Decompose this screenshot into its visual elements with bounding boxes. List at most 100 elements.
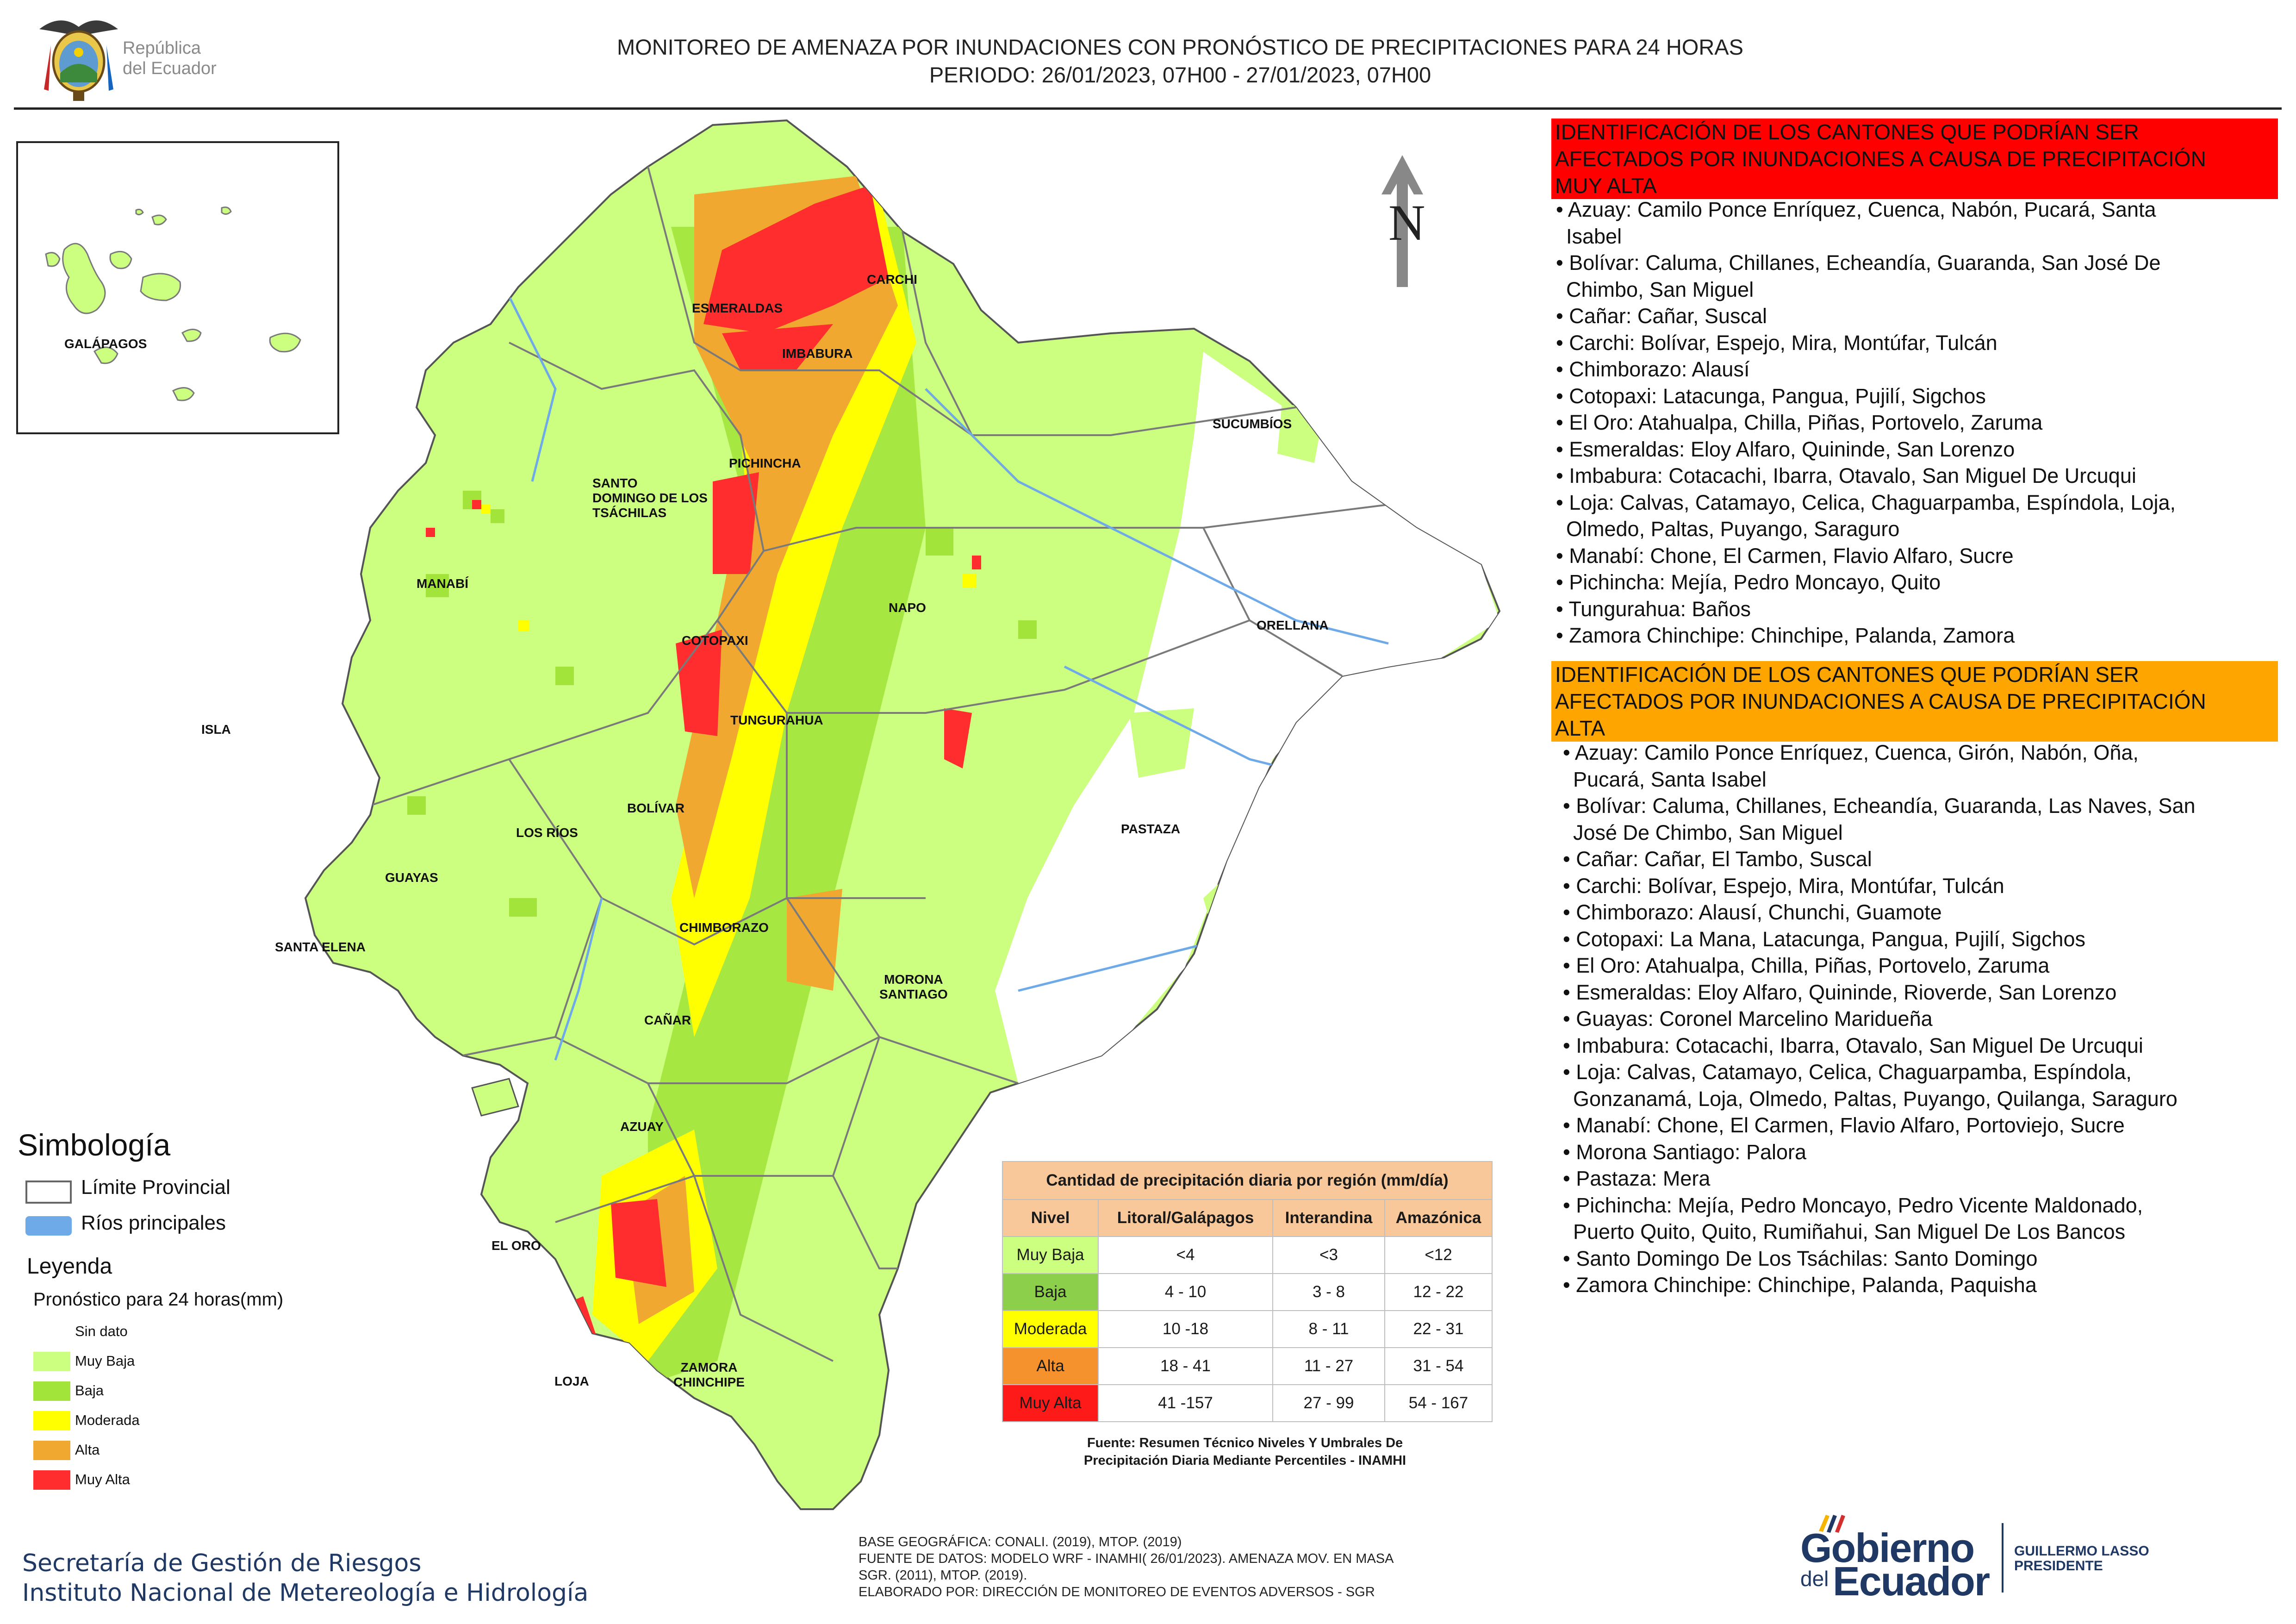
label-pastaza: PASTAZA	[1121, 822, 1181, 836]
table-source: Fuente: Resumen Técnico Niveles Y Umbral…	[1002, 1434, 1488, 1469]
label-canar: CAÑAR	[644, 1013, 691, 1027]
list-item: Puerto Quito, Quito, Rumiñahui, San Migu…	[1573, 1220, 2126, 1243]
list-item: • Cañar: Cañar, Suscal	[1556, 304, 1767, 328]
leyenda-subtitle: Pronóstico para 24 horas(mm)	[33, 1289, 284, 1310]
label-sucumbios: SUCUMBÍOS	[1213, 417, 1292, 431]
legend-swatch-muy-alta	[33, 1470, 70, 1490]
panel-muy-alta-header-line1: IDENTIFICACIÓN DE LOS CANTONES QUE PODRÍ…	[1555, 120, 2139, 144]
header-divider	[14, 107, 2282, 110]
list-item: • Cañar: Cañar, El Tambo, Suscal	[1563, 847, 1872, 871]
logo-divider	[2002, 1523, 2004, 1593]
label-pichincha: PICHINCHA	[729, 456, 801, 470]
legend-swatch-rios	[25, 1216, 72, 1236]
footer-org-line2: Instituto Nacional de Metereología e Hid…	[22, 1579, 589, 1607]
table-cell-interandina: 11 - 27	[1272, 1347, 1385, 1385]
republica-del-ecuador-logo	[39, 20, 118, 101]
list-item: José De Chimbo, San Miguel	[1573, 820, 1843, 844]
leyenda-title: Leyenda	[27, 1254, 112, 1279]
legend-swatch-baja	[33, 1381, 70, 1401]
list-item: • Esmeraldas: Eloy Alfaro, Quininde, San…	[1556, 437, 2015, 461]
legend-muy-alta: Muy Alta	[75, 1471, 130, 1487]
table-cell-litoral: 10 -18	[1098, 1310, 1273, 1348]
table-cell-litoral: <4	[1098, 1236, 1273, 1274]
table-cell-nivel: Muy Alta	[1002, 1384, 1099, 1422]
north-arrow-icon	[1381, 155, 1423, 287]
list-item: • Cotopaxi: Latacunga, Pangua, Pujilí, S…	[1556, 384, 1986, 408]
coat-of-arms-icon	[39, 20, 118, 101]
footer-credits: BASE GEOGRÁFICA: CONALI. (2019), MTOP. (…	[859, 1534, 1394, 1600]
label-zamora-line2: CHINCHIPE	[673, 1375, 745, 1389]
list-item: Pucará, Santa Isabel	[1573, 767, 1767, 791]
footer-organizations: Secretaría de Gestión de Riesgos Institu…	[22, 1549, 588, 1608]
legend-baja: Baja	[75, 1382, 104, 1399]
legend-swatch-limite	[25, 1181, 72, 1204]
list-item: • Bolívar: Caluma, Chillanes, Echeandía,…	[1563, 794, 2196, 818]
label-santo-domingo-line1: SANTO	[592, 476, 638, 490]
president-line1: GUILLERMO LASSO	[2014, 1543, 2149, 1559]
north-label: N	[1388, 194, 1425, 251]
ecuador-flood-threat-map	[304, 119, 1501, 1510]
credit-line4: ELABORADO POR: DIRECCIÓN DE MONITOREO DE…	[859, 1585, 1375, 1599]
legend-rios-principales: Ríos principales	[81, 1212, 226, 1234]
table-cell-nivel: Baja	[1002, 1273, 1099, 1311]
table-cell-litoral: 4 - 10	[1098, 1273, 1273, 1311]
list-item: Gonzanamá, Loja, Olmedo, Paltas, Puyango…	[1573, 1087, 2178, 1111]
title-line1: MONITOREO DE AMENAZA POR INUNDACIONES CO…	[617, 35, 1743, 59]
list-item: • Morona Santiago: Palora	[1563, 1140, 1807, 1164]
panel-muy-alta-header-line2: AFECTADOS POR INUNDACIONES A CAUSA DE PR…	[1555, 147, 2206, 171]
list-item: • Guayas: Coronel Marcelino Maridueña	[1563, 1007, 1933, 1031]
list-item: • Imbabura: Cotacachi, Ibarra, Otavalo, …	[1556, 464, 2136, 487]
label-orellana: ORELLANA	[1257, 618, 1329, 632]
list-item: • Loja: Calvas, Catamayo, Celica, Chagua…	[1563, 1060, 2132, 1084]
table-row: Muy Baja <4 <3 <12	[1002, 1236, 1493, 1274]
list-item: • Pichincha: Mejía, Pedro Moncayo, Quito	[1556, 570, 1941, 594]
list-item: • Manabí: Chone, El Carmen, Flavio Alfar…	[1563, 1113, 2125, 1137]
credit-line2: FUENTE DE DATOS: MODELO WRF - INAMHI( 26…	[859, 1551, 1394, 1566]
list-item: • Chimborazo: Alausí, Chunchi, Guamote	[1563, 900, 1942, 924]
label-manabi: MANABÍ	[417, 576, 468, 591]
table-cell-nivel: Alta	[1002, 1347, 1099, 1385]
label-santo-domingo-line2: DOMINGO DE LOS	[592, 491, 708, 505]
label-galapagos: GALÁPAGOS	[64, 337, 147, 351]
table-source-line1: Fuente: Resumen Técnico Niveles Y Umbral…	[1087, 1436, 1403, 1450]
panel-alta-list: • Azuay: Camilo Ponce Enríquez, Cuenca, …	[1563, 739, 2285, 1299]
page-title: MONITOREO DE AMENAZA POR INUNDACIONES CO…	[486, 33, 1874, 89]
table-header-interandina: Interandina	[1272, 1199, 1385, 1237]
credit-line3: SGR. (2011), MTOP. (2019).	[859, 1568, 1027, 1583]
table-source-line2: Precipitación Diaria Mediante Percentile…	[1083, 1453, 1406, 1468]
label-bolivar: BOLÍVAR	[627, 801, 684, 815]
logo-text-line1: República	[123, 38, 201, 58]
del-word: del	[1800, 1567, 1829, 1591]
table-row: Alta 18 - 41 11 - 27 31 - 54	[1002, 1347, 1493, 1385]
list-item: Isabel	[1566, 224, 1622, 248]
table-cell-nivel: Muy Baja	[1002, 1236, 1099, 1274]
table-cell-amazonica: <12	[1384, 1236, 1493, 1274]
republica-del-ecuador-text: República del Ecuador	[123, 38, 217, 79]
legend-swatch-muy-baja	[33, 1352, 70, 1371]
table-cell-litoral: 18 - 41	[1098, 1347, 1273, 1385]
list-item: • Pastaza: Mera	[1563, 1167, 1711, 1190]
ecuador-word: Ecuador	[1833, 1558, 1990, 1604]
table-cell-nivel: Moderada	[1002, 1310, 1099, 1348]
president-line2: PRESIDENTE	[2014, 1558, 2103, 1574]
table-header-amazonica: Amazónica	[1384, 1199, 1493, 1237]
table-row: Muy Alta 41 -157 27 - 99 54 - 167	[1002, 1384, 1493, 1422]
logo-text-line2: del Ecuador	[123, 59, 217, 78]
gobierno-word: Gobierno	[1800, 1525, 1975, 1571]
legend-alta: Alta	[75, 1442, 100, 1458]
table-cell-amazonica: 54 - 167	[1384, 1384, 1493, 1422]
label-morona-line1: MORONA	[884, 972, 943, 987]
legend-sin-dato: Sin dato	[75, 1323, 128, 1339]
list-item: • Santo Domingo De Los Tsáchilas: Santo …	[1563, 1246, 2038, 1270]
symbology-title: Simbología	[18, 1128, 171, 1162]
label-morona-santiago: MORONA SANTIAGO	[879, 972, 948, 1002]
legend-muy-baja: Muy Baja	[75, 1353, 135, 1369]
label-guayas: GUAYAS	[385, 870, 438, 885]
table-cell-amazonica: 12 - 22	[1384, 1273, 1493, 1311]
label-isla: ISLA	[201, 722, 231, 737]
table-row: Baja 4 - 10 3 - 8 12 - 22	[1002, 1273, 1493, 1311]
list-item: • Esmeraldas: Eloy Alfaro, Quininde, Rio…	[1563, 980, 2117, 1004]
panel-alta-header: IDENTIFICACIÓN DE LOS CANTONES QUE PODRÍ…	[1551, 661, 2278, 742]
label-carchi: CARCHI	[867, 272, 917, 287]
table-cell-amazonica: 22 - 31	[1384, 1310, 1493, 1348]
